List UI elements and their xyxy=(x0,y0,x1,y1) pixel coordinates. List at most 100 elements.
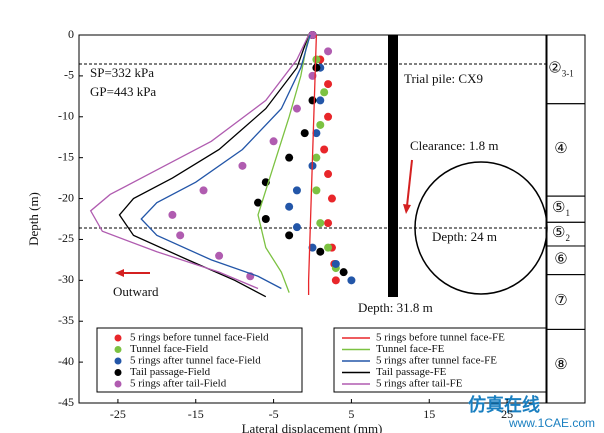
arrow-head xyxy=(403,204,411,214)
field-point xyxy=(312,153,321,162)
legend-marker xyxy=(114,346,122,353)
y-tick-label: -30 xyxy=(58,272,74,286)
pile xyxy=(388,35,398,297)
field-point xyxy=(312,63,321,72)
stratum-label-main: ⑤ xyxy=(552,201,565,217)
field-point xyxy=(292,104,301,113)
field-point xyxy=(292,223,301,232)
x-tick-label: -15 xyxy=(188,407,204,421)
x-tick-label: -5 xyxy=(269,407,279,421)
stratum-label: ⑤1 xyxy=(552,201,570,219)
field-point xyxy=(347,276,356,285)
field-point xyxy=(285,231,294,240)
stratum-label-sub: 2 xyxy=(565,233,570,243)
stratum-label: ⑧ xyxy=(554,358,567,374)
field-point xyxy=(316,219,325,228)
field-point xyxy=(324,219,333,228)
field-point xyxy=(199,186,208,195)
field-point xyxy=(168,210,177,219)
field-point xyxy=(331,259,340,268)
stratum xyxy=(546,328,586,404)
field-point xyxy=(254,198,263,207)
field-point xyxy=(312,129,321,138)
field-point xyxy=(308,96,317,105)
stratum-label-sub: 1 xyxy=(565,208,570,218)
field-point xyxy=(324,80,333,89)
legend-label: Tail passage-Field xyxy=(130,366,211,378)
legend-label: Tunnel face-Field xyxy=(130,343,209,355)
stratum-label-main: ⑤ xyxy=(552,226,565,242)
field-point xyxy=(285,153,294,162)
legend-label: Tunnel face-FE xyxy=(376,343,445,355)
field-point xyxy=(300,129,309,138)
y-tick-label: 0 xyxy=(68,27,74,41)
annotation: Clearance: 1.8 m xyxy=(410,138,498,153)
legend-marker xyxy=(114,334,122,342)
x-tick-label: 5 xyxy=(348,407,354,421)
field-point xyxy=(327,194,336,203)
field-point xyxy=(316,120,325,129)
legend-label: 5 rings before tunnel face-Field xyxy=(130,332,269,344)
annotation: Outward xyxy=(113,284,159,299)
x-tick-label: 25 xyxy=(501,407,513,421)
field-point xyxy=(308,243,317,252)
field-point xyxy=(176,231,185,240)
arrow xyxy=(406,159,413,207)
annotation: GP=443 kPa xyxy=(90,84,156,99)
field-point xyxy=(308,31,317,39)
field-point xyxy=(324,170,333,179)
legend-marker xyxy=(114,357,122,365)
legend-label: 5 rings before tunnel face-FE xyxy=(376,332,505,344)
watermark-url: www.1CAE.com xyxy=(508,416,595,430)
fe-line xyxy=(307,34,318,296)
y-tick-label: -20 xyxy=(58,190,74,204)
legend-label: 5 rings after tail-FE xyxy=(376,378,463,390)
field-point xyxy=(331,276,340,285)
legend-box xyxy=(96,327,303,393)
y-axis-label: Depth (m) xyxy=(26,192,41,246)
legend-marker xyxy=(114,380,122,388)
y-tick-label: -15 xyxy=(58,149,74,163)
field-point xyxy=(285,202,294,211)
legend-label: 5 rings after tunnel face-FE xyxy=(376,355,497,367)
stratum-label: ⑥ xyxy=(554,252,567,268)
field-point xyxy=(324,112,333,121)
field-point xyxy=(269,137,278,146)
field-point xyxy=(261,215,270,223)
field-point xyxy=(339,268,348,277)
fe-line xyxy=(140,34,311,290)
stratum-label: ⑤2 xyxy=(552,226,570,244)
legend-label: Tail passage-FE xyxy=(376,366,447,378)
x-tick-label: -25 xyxy=(110,407,126,421)
annotation: Trial pile: CX9 xyxy=(404,71,483,86)
y-tick-label: -40 xyxy=(58,354,74,368)
stratum-label-main: ② xyxy=(548,61,561,77)
stratum-label-sub: 3-1 xyxy=(562,68,574,78)
field-point xyxy=(320,88,329,97)
x-tick-label: 15 xyxy=(423,407,435,421)
field-point xyxy=(316,247,325,256)
annotation: SP=332 kPa xyxy=(90,65,154,80)
y-tick-label: -45 xyxy=(58,395,74,409)
y-tick-label: -5 xyxy=(64,68,74,82)
legend-label: 5 rings after tail-Field xyxy=(130,378,227,390)
stratum-label-main: ⑧ xyxy=(554,358,567,374)
arrow-head xyxy=(115,269,124,277)
y-tick-label: -25 xyxy=(58,231,74,245)
y-tick-label: -10 xyxy=(58,109,74,123)
fe-line xyxy=(89,34,310,290)
x-axis-label: Lateral displacement (mm) xyxy=(242,421,383,433)
stratum-label-main: ④ xyxy=(554,141,567,157)
stratum-label: ⑦ xyxy=(554,293,567,309)
stratum-label-main: ⑥ xyxy=(554,252,567,268)
fe-line xyxy=(257,34,310,293)
annotation: Depth: 24 m xyxy=(432,229,497,244)
field-point xyxy=(292,186,301,195)
annotation: Depth: 31.8 m xyxy=(358,300,433,315)
field-point xyxy=(215,251,224,260)
field-point xyxy=(324,243,333,252)
field-point xyxy=(312,186,321,195)
field-point xyxy=(238,161,247,170)
field-point xyxy=(320,145,329,154)
